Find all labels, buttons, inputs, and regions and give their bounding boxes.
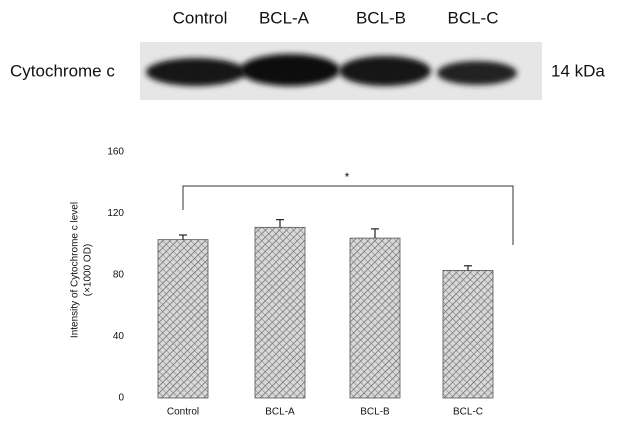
- x-tick-label: BCL-C: [453, 407, 483, 418]
- x-tick-label: BCL-B: [360, 407, 390, 418]
- y-axis-label: Intensity of Cytochrome c level: [70, 202, 81, 338]
- error-bar: [371, 229, 379, 238]
- y-tick-label: 80: [113, 270, 125, 281]
- figure: Control BCL-A BCL-B BCL-C Cytochrome c 1…: [0, 0, 628, 424]
- x-tick-label: Control: [167, 407, 199, 418]
- error-bar: [464, 266, 472, 271]
- lane-label: Control: [173, 8, 228, 27]
- bar: [255, 227, 305, 398]
- size-label: 14 kDa: [551, 61, 605, 80]
- y-axis-label: (×1000 OD): [83, 244, 94, 297]
- significance-bracket: [183, 186, 513, 245]
- page: {"blot": {"lanes": ["Control", "BCL-A", …: [0, 0, 628, 424]
- y-tick-label: 160: [107, 147, 124, 158]
- blot-band: [339, 56, 431, 86]
- bar: [158, 240, 208, 398]
- y-tick-label: 0: [118, 393, 124, 404]
- y-tick-label: 120: [107, 208, 124, 219]
- western-blot: Control BCL-A BCL-B BCL-C Cytochrome c 1…: [10, 8, 605, 100]
- blot-band: [146, 58, 246, 86]
- error-bar: [276, 220, 284, 228]
- x-tick-label: BCL-A: [265, 407, 295, 418]
- blot-band: [437, 61, 517, 85]
- lane-label: BCL-C: [447, 8, 498, 27]
- lane-label: BCL-A: [259, 8, 310, 27]
- significance-mark: *: [345, 170, 350, 184]
- lane-label: BCL-B: [356, 8, 406, 27]
- bar: [443, 270, 493, 398]
- bar: [350, 238, 400, 398]
- y-tick-label: 40: [113, 331, 125, 342]
- blot-band: [240, 54, 340, 86]
- error-bar: [179, 235, 187, 240]
- protein-label: Cytochrome c: [10, 61, 115, 80]
